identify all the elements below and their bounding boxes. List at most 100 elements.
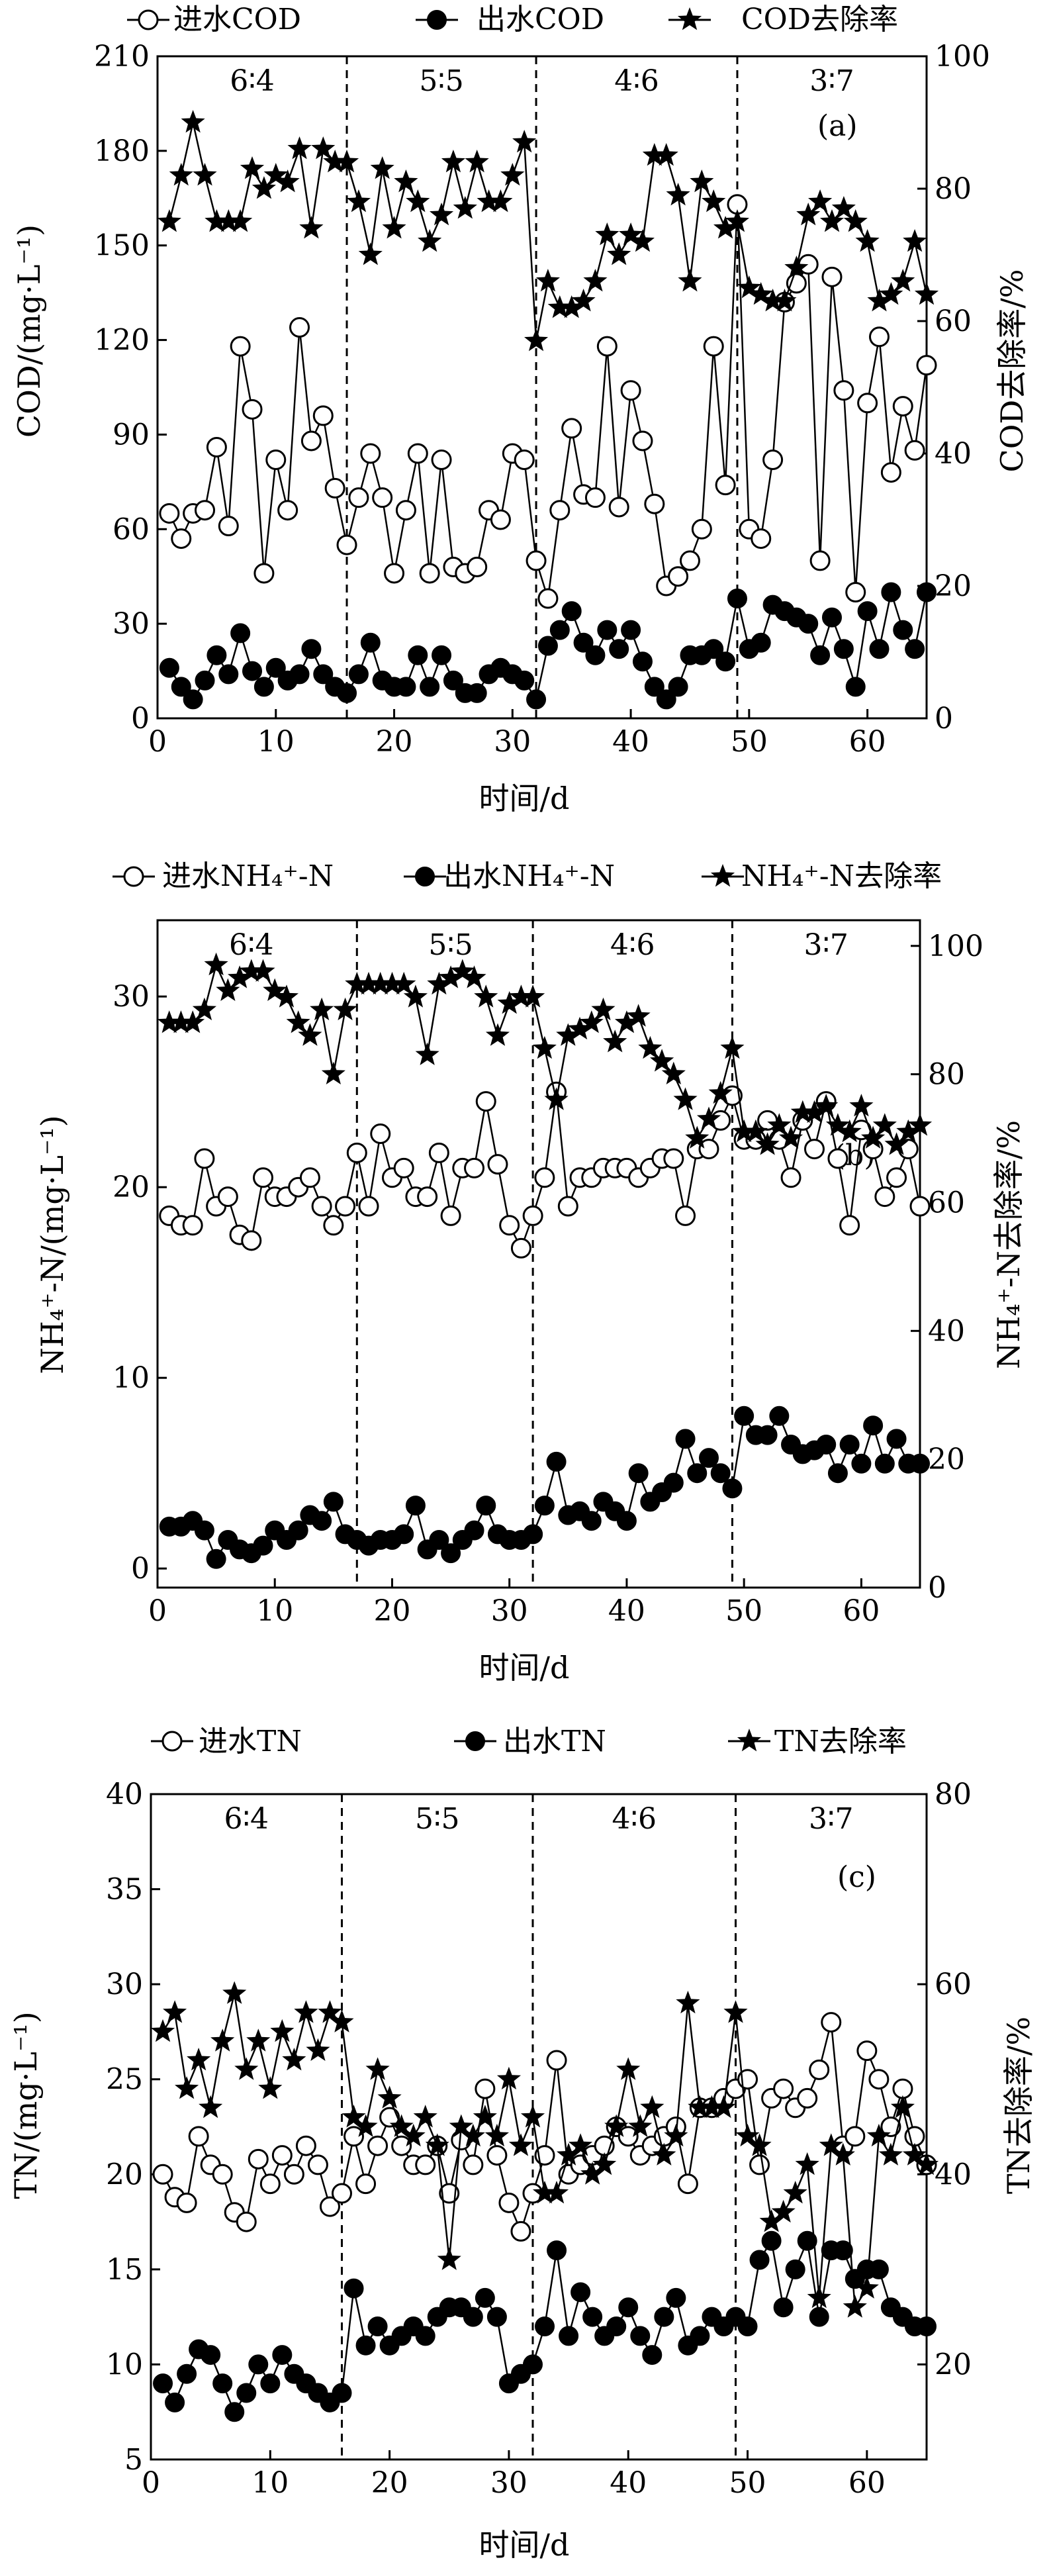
data-point-series-1: [486, 2145, 508, 2166]
data-point-series-1: [358, 1196, 379, 1217]
data-point-series-1: [312, 405, 334, 426]
data-point-series-3: [896, 1119, 921, 1143]
legend-marker: [415, 867, 435, 886]
data-point-series-1: [522, 1205, 543, 1226]
data-point-series-1: [152, 2164, 173, 2185]
data-point-series-2: [526, 689, 547, 710]
data-point-series-1: [336, 534, 357, 555]
y-axis-label: COD/(mg·L⁻¹): [11, 224, 47, 438]
data-point-series-3: [592, 2152, 617, 2175]
y2-tick-label: 60: [935, 305, 972, 338]
data-point-series-1: [324, 477, 345, 499]
data-point-series-3: [580, 2162, 605, 2185]
x-axis-label: 时间/d: [479, 2527, 570, 2563]
y-tick-label: 30: [106, 1968, 143, 2001]
data-point-series-1: [856, 2040, 878, 2062]
data-point-series-1: [159, 502, 180, 524]
data-point-series-1: [620, 380, 641, 401]
data-point-series-3: [234, 2057, 259, 2080]
y2-tick-label: 60: [928, 1186, 965, 1219]
legend-marker: [427, 10, 447, 30]
data-point-series-1: [487, 1154, 508, 1175]
data-point-series-3: [282, 2048, 306, 2071]
data-point-series-3: [737, 275, 761, 299]
y-tick-label: 210: [94, 40, 150, 73]
data-point-series-3: [628, 2114, 653, 2137]
data-point-series-2: [165, 2392, 185, 2412]
data-point-series-1: [803, 1139, 825, 1160]
data-point-series-1: [845, 2126, 866, 2147]
data-point-series-3: [441, 150, 465, 173]
data-point-series-3: [287, 136, 312, 160]
data-point-series-1: [367, 2135, 389, 2156]
data-point-series-3: [465, 150, 489, 173]
data-point-series-3: [559, 295, 584, 318]
data-point-series-1: [880, 462, 901, 483]
data-point-series-2: [332, 2383, 352, 2403]
data-point-series-3: [568, 1016, 592, 1040]
data-point-series-3: [151, 2019, 175, 2042]
data-point-series-3: [323, 150, 347, 173]
data-point-series-1: [786, 273, 807, 294]
data-point-series-1: [176, 2192, 197, 2213]
data-point-series-1: [715, 475, 736, 496]
data-point-series-2: [224, 2402, 245, 2422]
data-point-series-2: [323, 1492, 343, 1512]
data-point-series-1: [419, 563, 440, 584]
data-point-series-3: [240, 156, 265, 179]
y2-tick-label: 60: [935, 1968, 972, 2001]
y-tick-label: 15: [106, 2253, 143, 2287]
data-point-series-3: [688, 2095, 712, 2119]
data-point-series-2: [443, 670, 463, 691]
data-point-series-3: [157, 209, 181, 232]
data-point-series-3: [702, 189, 726, 213]
data-point-series-3: [545, 2181, 569, 2204]
data-point-series-3: [690, 169, 714, 193]
legend-label-influent: 进水COD: [173, 3, 301, 36]
data-point-series-3: [321, 1061, 345, 1084]
data-point-series-1: [467, 556, 488, 577]
data-point-series-3: [210, 2028, 235, 2052]
plot-frame: [150, 1793, 928, 2461]
y-tick-label: 60: [113, 512, 150, 546]
phase-label: 6∶4: [229, 928, 273, 962]
data-point-series-3: [335, 150, 359, 173]
data-point-series-2: [868, 2259, 889, 2279]
data-point-series-1: [475, 1091, 496, 1112]
data-point-series-3: [368, 971, 392, 995]
data-point-series-1: [464, 1157, 485, 1178]
data-point-series-2: [546, 1451, 567, 1472]
data-point-series-2: [851, 1453, 872, 1474]
data-point-series-2: [687, 1463, 708, 1484]
data-point-series-1: [904, 440, 925, 461]
data-point-series-1: [868, 326, 890, 348]
data-point-series-1: [751, 528, 772, 549]
data-point-series-3: [270, 2019, 295, 2042]
data-point-series-3: [861, 1125, 886, 1149]
data-point-series-3: [547, 295, 572, 318]
data-point-series-2: [253, 1535, 273, 1556]
y2-tick-label: 100: [928, 930, 984, 963]
data-point-series-1: [868, 2069, 890, 2090]
data-point-series-3: [380, 971, 404, 995]
data-point-series-2: [522, 2354, 543, 2375]
y-tick-label: 120: [94, 324, 150, 358]
data-point-series-3: [732, 1119, 756, 1143]
data-point-series-3: [837, 1119, 862, 1143]
legend-label-influent: 进水NH₄⁺-N: [162, 859, 334, 893]
y2-tick-label: 80: [928, 1058, 965, 1092]
data-point-series-1: [463, 2154, 484, 2175]
data-point-series-2: [195, 670, 215, 691]
data-point-series-2: [408, 645, 428, 665]
data-point-series-1: [780, 1167, 801, 1188]
data-point-series-1: [289, 317, 310, 338]
data-point-series-2: [405, 1496, 426, 1516]
data-point-series-2: [675, 1429, 696, 1449]
y-tick-label: 5: [124, 2443, 143, 2477]
data-point-series-2: [722, 1478, 743, 1499]
data-point-series-1: [514, 450, 535, 471]
data-point-series-2: [905, 639, 925, 659]
data-point-series-1: [417, 1186, 438, 1208]
data-point-series-3: [461, 2123, 485, 2147]
data-point-series-2: [881, 582, 901, 602]
